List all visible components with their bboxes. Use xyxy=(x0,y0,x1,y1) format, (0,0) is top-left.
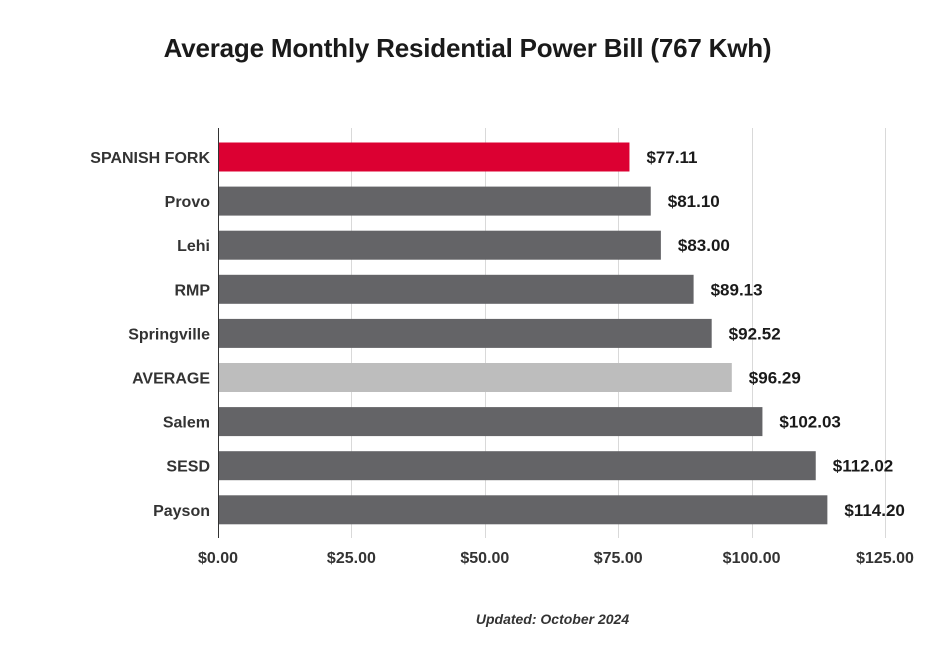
data-label: $102.03 xyxy=(779,413,840,432)
category-label: Payson xyxy=(153,503,210,520)
x-tick-label: $125.00 xyxy=(856,550,914,567)
x-tick-label: $50.00 xyxy=(460,550,509,567)
bar xyxy=(218,363,732,392)
data-label: $112.02 xyxy=(833,457,894,476)
x-tick-label: $100.00 xyxy=(723,550,781,567)
data-label: $96.29 xyxy=(749,369,801,388)
bar xyxy=(218,274,694,304)
bar xyxy=(218,318,712,348)
chart-title: Average Monthly Residential Power Bill (… xyxy=(163,33,772,63)
data-label: $89.13 xyxy=(711,280,763,299)
category-label: SPANISH FORK xyxy=(90,150,210,167)
x-tick-label: $25.00 xyxy=(327,550,376,567)
bar xyxy=(218,495,828,525)
category-labels: SPANISH FORK Provo Lehi RMP Springville AVERA… xyxy=(90,150,210,520)
value-labels: $77.11 $81.10 $83.00 $89.13 $92.52 $96.29 $102… xyxy=(646,148,904,520)
category-label: Provo xyxy=(165,194,211,211)
data-label: $83.00 xyxy=(678,236,730,255)
bar xyxy=(218,230,661,260)
bar xyxy=(218,407,763,437)
bars xyxy=(218,142,828,525)
data-label: $114.20 xyxy=(844,501,905,520)
category-label: SESD xyxy=(166,459,210,476)
data-label: $77.11 xyxy=(646,148,697,167)
bar xyxy=(218,451,816,481)
x-tick-label: $75.00 xyxy=(594,550,643,567)
category-label: RMP xyxy=(174,282,210,299)
bar xyxy=(218,142,630,172)
category-label: Salem xyxy=(163,415,210,432)
category-label: AVERAGE xyxy=(132,371,210,388)
data-label: $92.52 xyxy=(729,324,781,343)
x-tick-label: $0.00 xyxy=(198,550,238,567)
x-tick-labels: $0.00 $25.00 $50.00 $75.00 $100.00 $125.00 xyxy=(198,550,914,567)
category-label: Springville xyxy=(128,326,210,343)
data-label: $81.10 xyxy=(668,192,720,211)
footnote: Updated: October 2024 xyxy=(475,611,630,627)
category-label: Lehi xyxy=(177,238,210,255)
bar xyxy=(218,186,651,216)
